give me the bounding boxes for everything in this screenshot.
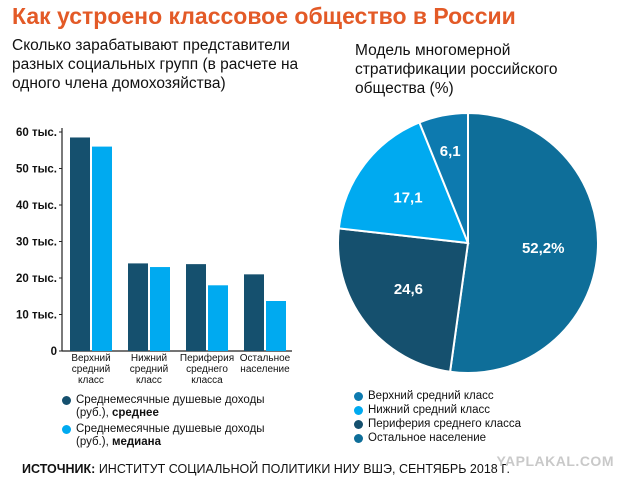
y-tick-label: 50 тыс. bbox=[16, 164, 57, 176]
legend-swatch bbox=[354, 420, 363, 429]
y-tick-label: 0 bbox=[51, 346, 57, 358]
y-tick-label: 60 тыс. bbox=[16, 127, 57, 139]
bar-mean bbox=[128, 263, 148, 351]
legend-label: Остальное население bbox=[368, 432, 487, 444]
legend-label: Периферия среднего класса bbox=[368, 418, 522, 430]
x-category-label-line: Верхний bbox=[71, 353, 110, 364]
source-text: ИНСТИТУТ СОЦИАЛЬНОЙ ПОЛИТИКИ НИУ ВШЭ, СЕ… bbox=[95, 462, 510, 476]
x-category-label-line: средний bbox=[72, 364, 110, 375]
y-tick-label: 10 тыс. bbox=[16, 310, 57, 322]
bar-median bbox=[208, 285, 228, 351]
pie-slice bbox=[418, 111, 469, 244]
x-category-label-line: класса bbox=[191, 375, 223, 386]
x-category-label: Периферия среднего класса bbox=[180, 352, 234, 386]
legend-swatch bbox=[62, 425, 71, 434]
x-category-label-line: Остальное bbox=[240, 353, 291, 364]
legend-label: Среднемесячные душевые доходы (руб.), ме… bbox=[76, 423, 265, 448]
x-category-label-line: Нижний bbox=[131, 353, 167, 364]
bar-chart-subtitle: Сколько зарабатывают представители разны… bbox=[12, 37, 299, 92]
watermark: YAPLAKAL.COM bbox=[496, 453, 614, 469]
y-tick-label: 30 тыс. bbox=[16, 237, 57, 249]
legend-item: Среднемесячные душевые доходы (руб.), ме… bbox=[62, 423, 292, 449]
x-category-label-line: класс bbox=[136, 375, 162, 386]
legend-item: Верхний средний класс bbox=[354, 390, 604, 403]
legend-item: Среднемесячные душевые доходы (руб.), ср… bbox=[62, 394, 292, 420]
bar-mean bbox=[244, 274, 264, 351]
pie-chart-legend: Верхний средний класс Нижний средний клас… bbox=[354, 390, 604, 446]
x-category-label-line: среднего bbox=[186, 364, 228, 375]
legend-swatch bbox=[354, 406, 363, 415]
legend-swatch bbox=[62, 396, 71, 405]
pie-slice-label: 52,2% bbox=[522, 240, 565, 257]
x-category-label-line: Периферия bbox=[180, 352, 234, 364]
pie-slice bbox=[448, 111, 599, 374]
source-label: ИСТОЧНИК: bbox=[22, 462, 96, 476]
pie-chart-subtitle: Модель многомерной стратификации российс… bbox=[355, 42, 558, 97]
x-category-label: Нижний средний класс bbox=[130, 353, 168, 386]
x-category-label: Верхний средний класс bbox=[71, 353, 110, 386]
bar-median bbox=[266, 300, 286, 351]
x-category-label-line: класс bbox=[78, 375, 104, 386]
bar-median bbox=[150, 267, 170, 351]
legend-item: Нижний средний класс bbox=[354, 404, 604, 417]
legend-label: Верхний средний класс bbox=[368, 390, 494, 402]
x-category-label-line: средний bbox=[130, 364, 168, 375]
bar-chart-legend: Среднемесячные душевые доходы (руб.), ср… bbox=[62, 394, 292, 452]
x-category-label-line: население bbox=[240, 364, 290, 375]
bar-mean bbox=[186, 264, 206, 351]
pie-slice-label: 24,6 bbox=[394, 281, 423, 298]
pie-slice-label: 6,1 bbox=[440, 143, 461, 160]
legend-swatch bbox=[354, 392, 363, 401]
bar-median bbox=[92, 146, 112, 351]
x-category-label: Остальное население bbox=[240, 353, 291, 375]
pie-slice-label: 17,1 bbox=[393, 189, 422, 206]
y-tick-label: 20 тыс. bbox=[16, 273, 57, 285]
page-title: Как устроено классовое общество в России bbox=[12, 3, 516, 29]
legend-label: Нижний средний класс bbox=[368, 404, 490, 416]
legend-item: Остальное население bbox=[354, 432, 604, 445]
source-note: ИСТОЧНИК: ИНСТИТУТ СОЦИАЛЬНОЙ ПОЛИТИКИ Н… bbox=[22, 462, 510, 476]
bar-mean bbox=[70, 137, 90, 351]
legend-swatch bbox=[354, 434, 363, 443]
y-tick-label: 40 тыс. bbox=[16, 200, 57, 212]
pie-slice bbox=[337, 227, 470, 373]
pie-slice bbox=[337, 121, 470, 245]
legend-label: Среднемесячные душевые доходы (руб.), ср… bbox=[76, 394, 265, 419]
legend-item: Периферия среднего класса bbox=[354, 418, 604, 431]
